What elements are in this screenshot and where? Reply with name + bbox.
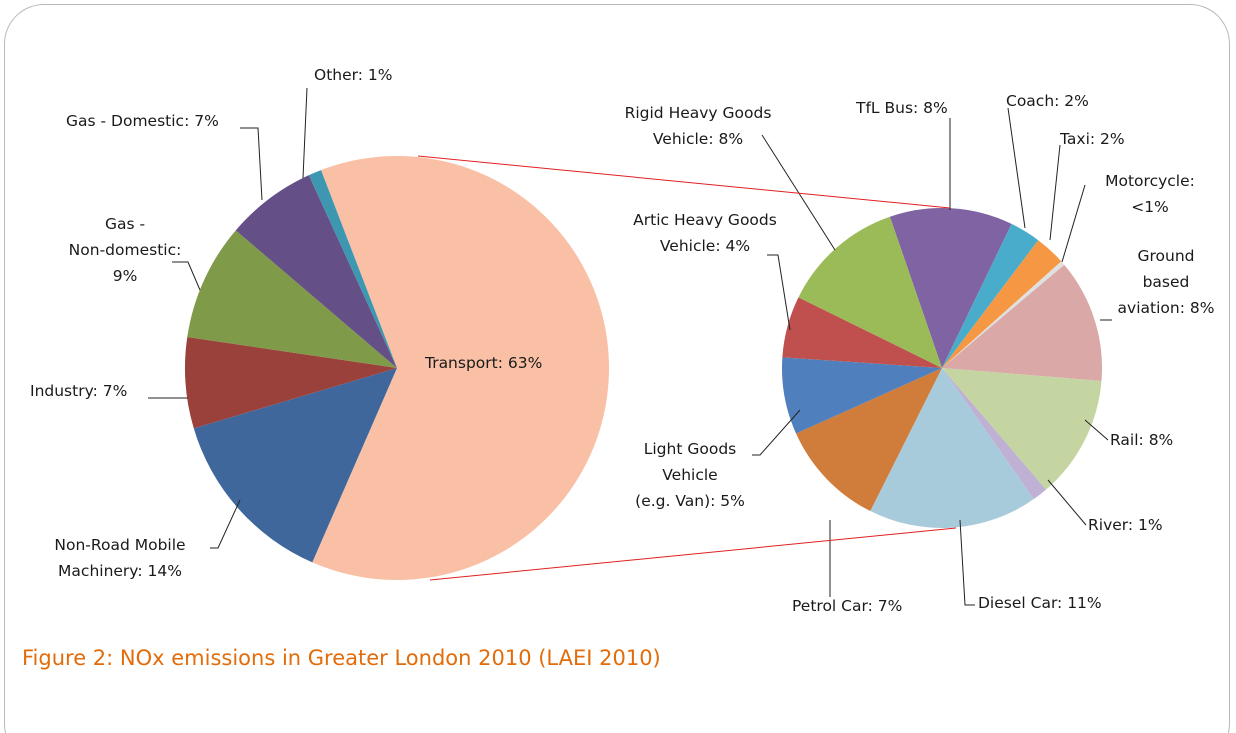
pie-slice bbox=[942, 264, 1102, 381]
pie-slice bbox=[942, 240, 1062, 368]
leader-line bbox=[1049, 144, 1061, 241]
data-label: Diesel Car: 11% bbox=[978, 594, 1102, 612]
pie-slice bbox=[782, 297, 942, 368]
data-label: Rail: 8% bbox=[1110, 431, 1174, 449]
data-label: Industry: 7% bbox=[30, 382, 128, 400]
leader-line bbox=[1084, 419, 1109, 441]
data-label: Ground based aviation: 8% bbox=[1117, 247, 1215, 317]
frame bbox=[4, 4, 1230, 733]
leader-lines bbox=[148, 87, 1112, 606]
data-label: Other: 1% bbox=[314, 66, 393, 84]
leader-line bbox=[959, 519, 975, 606]
leader-line bbox=[1047, 479, 1087, 526]
leader-line bbox=[752, 409, 801, 456]
pie-slice bbox=[942, 261, 1065, 368]
data-label: Taxi: 2% bbox=[1060, 130, 1125, 148]
connector-line bbox=[417, 155, 951, 209]
data-label: Light Goods Vehicle (e.g. Van): 5% bbox=[635, 440, 745, 510]
data-label: Gas - Non-domestic: 9% bbox=[68, 215, 182, 285]
pie-slice bbox=[798, 216, 942, 368]
pie-slice bbox=[185, 337, 397, 429]
data-label: Coach: 2% bbox=[1006, 92, 1089, 110]
data-label: Transport: 63% bbox=[425, 354, 543, 372]
leader-line bbox=[761, 134, 836, 251]
leader-line bbox=[240, 127, 263, 201]
leader-line bbox=[210, 499, 241, 549]
data-label: Rigid Heavy Goods Vehicle: 8% bbox=[624, 104, 772, 148]
pie-slice bbox=[942, 368, 1047, 500]
data-label: Gas - Domestic: 7% bbox=[66, 112, 219, 130]
pie-slice bbox=[796, 368, 942, 512]
data-label: TfL Bus: 8% bbox=[856, 99, 948, 117]
pie-slice bbox=[193, 368, 397, 563]
pie-slice bbox=[235, 175, 397, 368]
leader-line bbox=[1061, 184, 1086, 263]
data-label: Non-Road Mobile Machinery: 14% bbox=[54, 536, 186, 580]
pie-slice bbox=[870, 368, 1034, 528]
leader-line bbox=[767, 254, 791, 331]
data-label: River: 1% bbox=[1088, 516, 1163, 534]
connector-line bbox=[429, 527, 957, 581]
data-label: Artic Heavy Goods Vehicle: 4% bbox=[633, 211, 777, 255]
data-label: Motorcycle: <1% bbox=[1105, 172, 1195, 216]
leader-line bbox=[302, 87, 308, 179]
pie-slice bbox=[312, 156, 609, 581]
pie-slice bbox=[187, 230, 397, 368]
pie-slice bbox=[889, 208, 1012, 368]
data-label: Petrol Car: 7% bbox=[792, 597, 903, 615]
pie-slice bbox=[942, 223, 1039, 368]
pie-slice bbox=[308, 170, 397, 368]
caption: Figure 2: NOx emissions in Greater Londo… bbox=[22, 646, 661, 670]
leader-line bbox=[172, 261, 201, 291]
pie-slice bbox=[942, 368, 1102, 490]
leader-line bbox=[1007, 107, 1026, 229]
pie-slice bbox=[782, 357, 942, 434]
